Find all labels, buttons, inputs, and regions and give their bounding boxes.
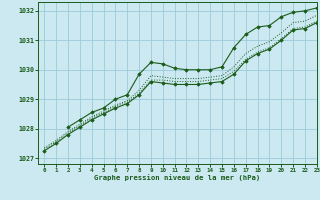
X-axis label: Graphe pression niveau de la mer (hPa): Graphe pression niveau de la mer (hPa) xyxy=(94,175,261,181)
